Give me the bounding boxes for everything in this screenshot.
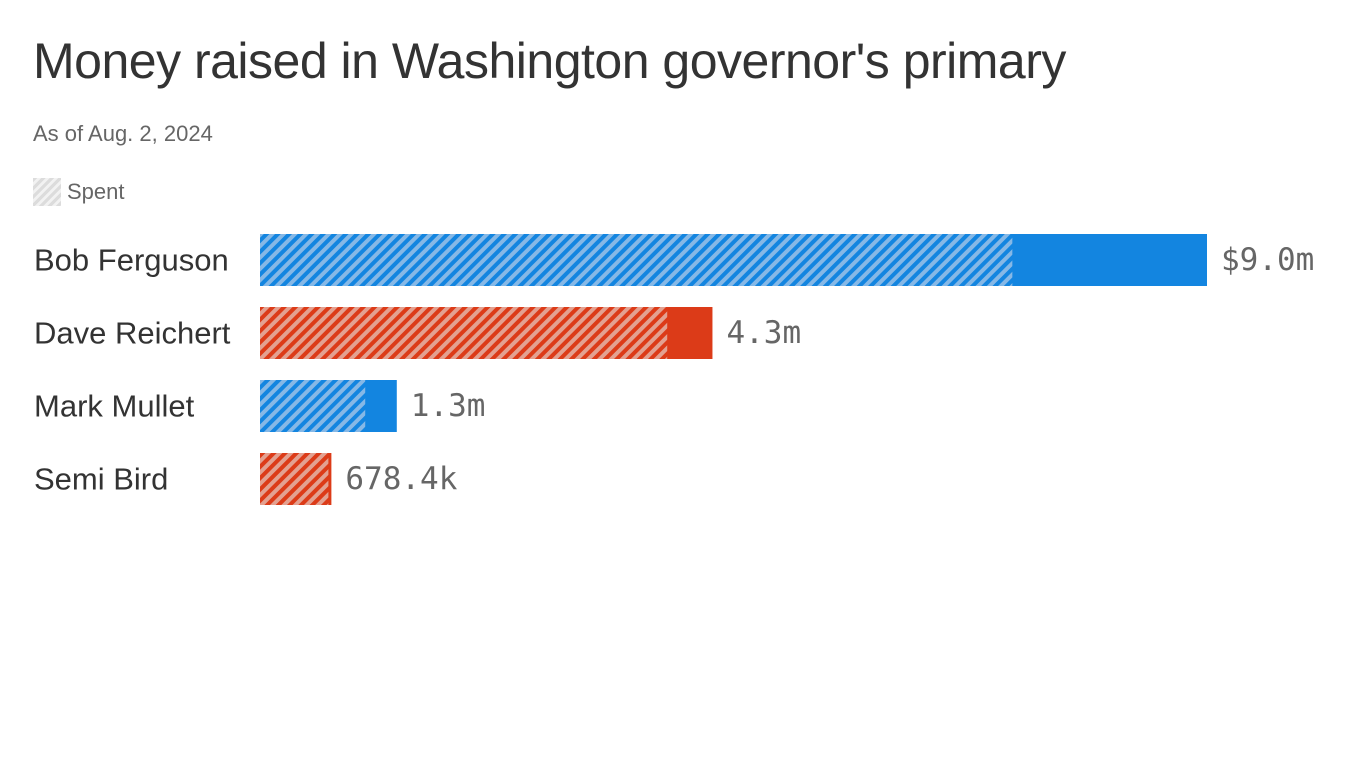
bar-row: Dave Reichert 4.3m <box>34 307 801 359</box>
spent-bar <box>260 234 1013 286</box>
value-label: 1.3m <box>411 388 486 424</box>
legend-spent-swatch <box>33 178 61 206</box>
bar-row: Bob Ferguson $9.0m <box>34 234 1314 286</box>
bar-row: Semi Bird 678.4k <box>34 453 458 505</box>
value-label: 4.3m <box>726 315 801 351</box>
candidate-label: Mark Mullet <box>34 389 195 424</box>
legend-spent-label: Spent <box>67 179 125 204</box>
candidate-label: Dave Reichert <box>34 316 231 351</box>
chart-subtitle: As of Aug. 2, 2024 <box>33 121 213 146</box>
legend: Spent <box>33 178 125 206</box>
spent-bar <box>260 380 366 432</box>
spent-bar <box>260 307 668 359</box>
candidate-label: Semi Bird <box>34 462 168 497</box>
chart-rows: Bob Ferguson $9.0m Dave Reichert 4.3m Mark M… <box>34 234 1314 505</box>
spent-bar <box>260 453 329 505</box>
candidate-label: Bob Ferguson <box>34 243 229 278</box>
value-label: 678.4k <box>345 461 457 497</box>
bar-row: Mark Mullet 1.3m <box>34 380 485 432</box>
value-label: $9.0m <box>1221 242 1314 278</box>
chart-title: Money raised in Washington governor's pr… <box>33 33 1066 89</box>
